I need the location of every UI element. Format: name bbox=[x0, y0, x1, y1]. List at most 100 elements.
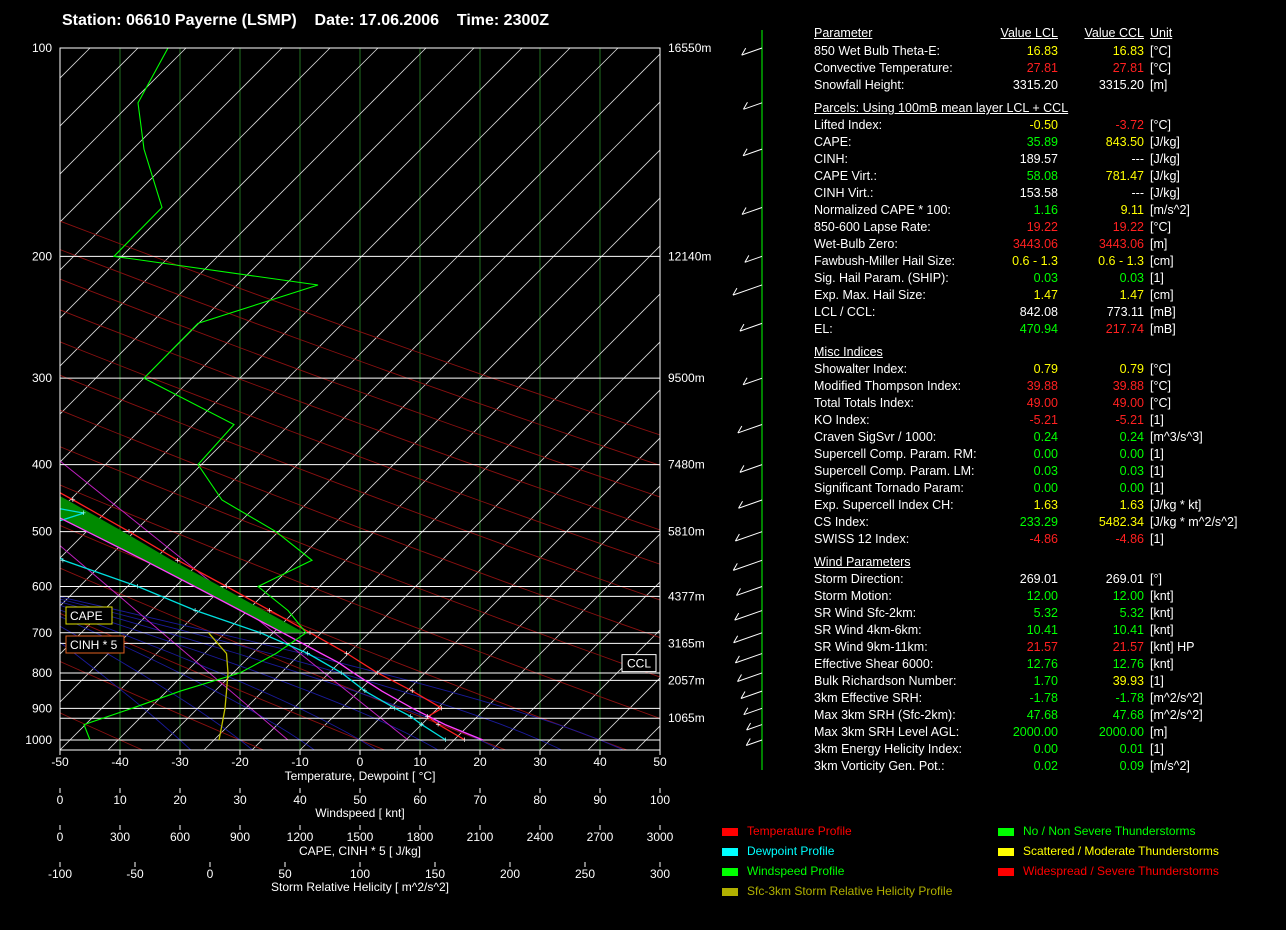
dewpoint-point: + bbox=[192, 606, 197, 616]
legend-item: Sfc-3km Storm Relative Helicity Profile bbox=[722, 884, 952, 898]
legend-swatch bbox=[722, 867, 738, 876]
param-unit: [J/kg * m^2/s^2] bbox=[1150, 515, 1238, 529]
param-unit: [1] bbox=[1150, 271, 1164, 285]
wind-barb-flag bbox=[732, 563, 738, 571]
value-lcl: 1.16 bbox=[1033, 203, 1058, 217]
skew-isotherm bbox=[60, 48, 427, 415]
param-name: Exp. Max. Hail Size: bbox=[814, 288, 926, 302]
dewpoint-point: + bbox=[408, 712, 413, 722]
table-row: Exp. Max. Hail Size: 1.47 1.47 [cm] bbox=[814, 288, 1274, 304]
temp-point: + bbox=[462, 735, 467, 745]
param-name: SWISS 12 Index: bbox=[814, 532, 910, 546]
param-unit: [°] bbox=[1150, 572, 1162, 586]
param-name: Bulk Richardson Number: bbox=[814, 674, 957, 688]
value-ccl: 0.01 bbox=[1119, 742, 1144, 756]
value-ccl: 0.03 bbox=[1119, 464, 1144, 478]
param-unit: [m^2/s^2] bbox=[1150, 708, 1203, 722]
wind-barb-flag bbox=[741, 47, 747, 56]
param-unit: [J/kg] bbox=[1150, 186, 1180, 200]
legend-swatch bbox=[998, 867, 1014, 876]
value-lcl: -1.78 bbox=[1029, 691, 1059, 705]
height-label: 7480m bbox=[668, 458, 705, 472]
value-ccl: -1.78 bbox=[1115, 691, 1145, 705]
wind-barb bbox=[742, 377, 763, 386]
param-unit: [°C] bbox=[1150, 379, 1171, 393]
wind-barb bbox=[743, 102, 763, 110]
skew-isotherm bbox=[60, 48, 523, 511]
param-name: Lifted Index: bbox=[814, 118, 883, 132]
value-lcl: 1.63 bbox=[1033, 498, 1058, 512]
x-tick-label: 0 bbox=[357, 755, 364, 769]
temp-point: + bbox=[436, 720, 441, 730]
temp-point: + bbox=[70, 495, 75, 505]
x-tick-label: 200 bbox=[500, 867, 520, 881]
value-lcl: 3443.06 bbox=[1012, 237, 1058, 251]
param-unit: [1] bbox=[1150, 532, 1164, 546]
dewpoint-point: + bbox=[23, 527, 28, 537]
value-ccl: 12.76 bbox=[1112, 657, 1144, 671]
param-unit: [1] bbox=[1150, 464, 1164, 478]
x-tick-label: 600 bbox=[170, 830, 190, 844]
x-tick-label: 250 bbox=[575, 867, 595, 881]
table-header: Parameter Value LCL Value CCL Unit bbox=[814, 26, 1274, 42]
wind-barb-flag bbox=[741, 207, 747, 215]
value-ccl: --- bbox=[1131, 152, 1145, 166]
param-unit: [knt] bbox=[1150, 657, 1174, 671]
x-tick-label: 40 bbox=[293, 793, 307, 807]
param-name: Showalter Index: bbox=[814, 362, 908, 376]
value-lcl: 269.01 bbox=[1019, 572, 1058, 586]
param-unit: [°C] bbox=[1150, 220, 1171, 234]
table-row: Storm Direction: 269.01 269.01 [°] bbox=[814, 572, 1274, 588]
wind-barb bbox=[743, 707, 763, 716]
param-name: Supercell Comp. Param. RM: bbox=[814, 447, 977, 461]
x-axis-label: CAPE, CINH * 5 [ J/kg] bbox=[299, 844, 421, 858]
x-tick-label: 60 bbox=[413, 793, 427, 807]
skew-isotherm bbox=[60, 48, 235, 223]
skew-isotherm bbox=[60, 48, 619, 607]
param-name: Exp. Supercell Index CH: bbox=[814, 498, 954, 512]
wind-barb bbox=[740, 690, 763, 699]
x-tick-label: -20 bbox=[231, 755, 249, 769]
ccl-label: CCL bbox=[627, 657, 651, 671]
table-row: Modified Thompson Index: 39.88 39.88 [°C] bbox=[814, 379, 1274, 395]
wind-barb-flag bbox=[732, 287, 738, 296]
table-row: Max 3km SRH Level AGL: 2000.00 2000.00 [m] bbox=[814, 725, 1274, 741]
x-tick-label: 50 bbox=[653, 755, 667, 769]
param-name: 850 Wet Bulb Theta-E: bbox=[814, 44, 941, 58]
value-ccl: 12.00 bbox=[1112, 589, 1144, 603]
value-lcl: 35.89 bbox=[1026, 135, 1058, 149]
value-lcl: 16.83 bbox=[1026, 44, 1058, 58]
value-lcl: 3315.20 bbox=[1012, 78, 1058, 92]
temperature-profile bbox=[60, 492, 466, 741]
legend-item: No / Non Severe Thunderstorms bbox=[998, 824, 1196, 838]
dry-adiabat bbox=[60, 446, 660, 678]
table-row: Lifted Index: -0.50 -3.72 [°C] bbox=[814, 118, 1274, 134]
value-ccl: 47.68 bbox=[1112, 708, 1144, 722]
x-axis-label: Temperature, Dewpoint [ °C] bbox=[285, 769, 436, 783]
param-unit: [1] bbox=[1150, 447, 1164, 461]
value-lcl: 0.03 bbox=[1033, 271, 1058, 285]
table-row: 850-600 Lapse Rate: 19.22 19.22 [°C] bbox=[814, 220, 1274, 236]
table-row: Storm Motion: 12.00 12.00 [knt] bbox=[814, 589, 1274, 605]
wind-barb-flag bbox=[743, 102, 748, 110]
x-tick-label: 2400 bbox=[527, 830, 554, 844]
param-name: Modified Thompson Index: bbox=[814, 379, 962, 393]
x-tick-label: 900 bbox=[230, 830, 250, 844]
value-ccl: 843.50 bbox=[1105, 135, 1144, 149]
dry-adiabat bbox=[60, 309, 660, 531]
plot-frame bbox=[59, 47, 661, 751]
legend-item: Widespread / Severe Thunderstorms bbox=[998, 864, 1219, 878]
height-label: 2057m bbox=[668, 673, 705, 687]
wind-barb bbox=[739, 464, 763, 473]
param-name: Max 3km SRH Level AGL: bbox=[814, 725, 960, 739]
legend-swatch bbox=[722, 847, 738, 856]
wind-barb-flag bbox=[734, 655, 740, 664]
legend-swatch bbox=[998, 847, 1014, 856]
height-label: 1065m bbox=[668, 711, 705, 725]
wind-barb bbox=[744, 255, 763, 263]
x-tick-label: -50 bbox=[126, 867, 144, 881]
value-ccl: 0.00 bbox=[1119, 481, 1144, 495]
value-lcl: 39.88 bbox=[1026, 379, 1058, 393]
cinh-label: CINH * 5 bbox=[70, 638, 118, 652]
value-ccl: 49.00 bbox=[1112, 396, 1144, 410]
